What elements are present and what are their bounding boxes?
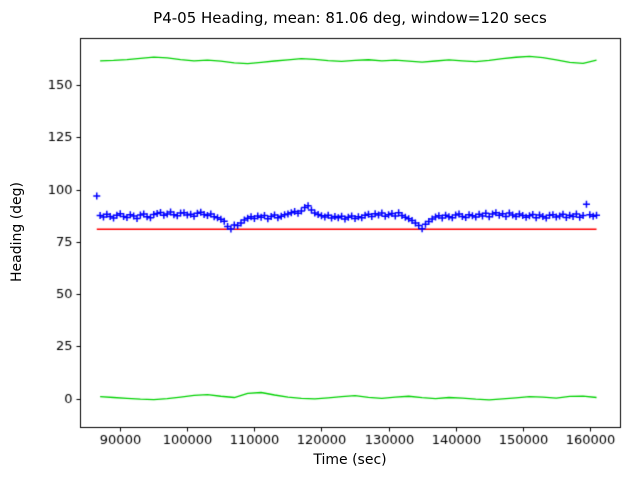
chart-title: P4-05 Heading, mean: 81.06 deg, window=1… [153, 9, 547, 27]
x-axis-label: Time (sec) [313, 452, 387, 468]
y-axis-label: Heading (deg) [9, 181, 25, 283]
